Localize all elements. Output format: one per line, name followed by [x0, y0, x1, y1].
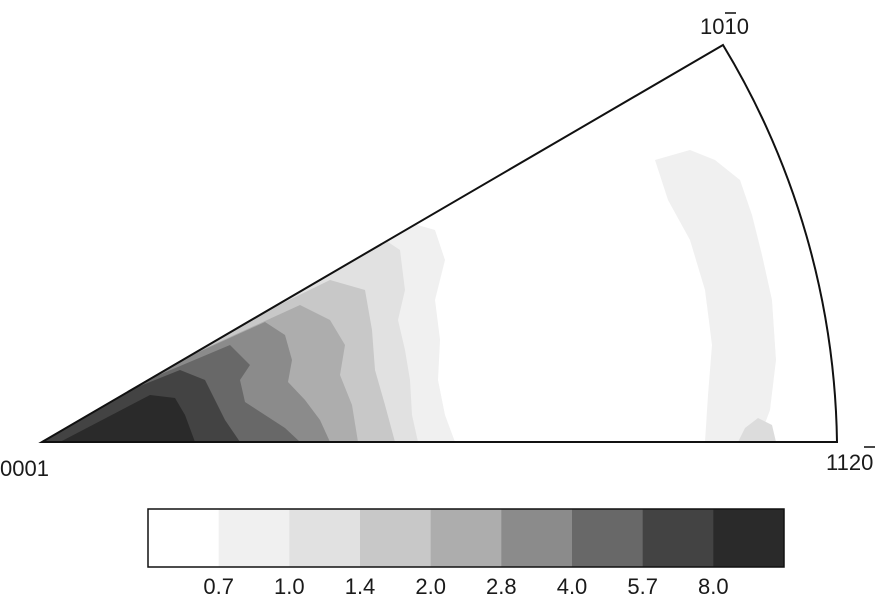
sector-outline	[38, 43, 839, 443]
pole-label-0001: 0001	[0, 456, 49, 481]
colorbar-swatch-6	[501, 509, 573, 567]
colorbar-legend: 0.7 1.0 1.4 2.0 2.8 4.0 5.7 8.0	[148, 509, 785, 599]
contour-right-band	[655, 150, 776, 442]
colorbar-tick-label: 0.7	[203, 574, 234, 599]
contour-level-8	[60, 395, 195, 442]
colorbar-tick-label: 2.8	[486, 574, 517, 599]
colorbar-tick-label: 1.0	[274, 574, 305, 599]
colorbar-frame	[147, 508, 785, 568]
colorbar-swatch-9	[713, 509, 785, 567]
contour-right-spot	[738, 418, 776, 442]
colorbar-swatch-7	[572, 509, 644, 567]
pole-label-11-20: 1120	[826, 450, 873, 475]
colorbar-swatch-1	[148, 509, 220, 567]
colorbar-tick-label: 5.7	[627, 574, 658, 599]
colorbar-tick-label: 4.0	[557, 574, 588, 599]
colorbar-tick-label: 8.0	[698, 574, 729, 599]
colorbar-tick-label: 1.4	[345, 574, 376, 599]
pole-label-10-10: 1010	[700, 14, 749, 39]
colorbar-swatch-8	[642, 509, 714, 567]
colorbar-tick-label: 2.0	[415, 574, 446, 599]
colorbar-swatch-5	[430, 509, 502, 567]
colorbar-swatch-2	[218, 509, 290, 567]
colorbar-swatch-4	[360, 509, 432, 567]
colorbar-swatch-3	[289, 509, 361, 567]
